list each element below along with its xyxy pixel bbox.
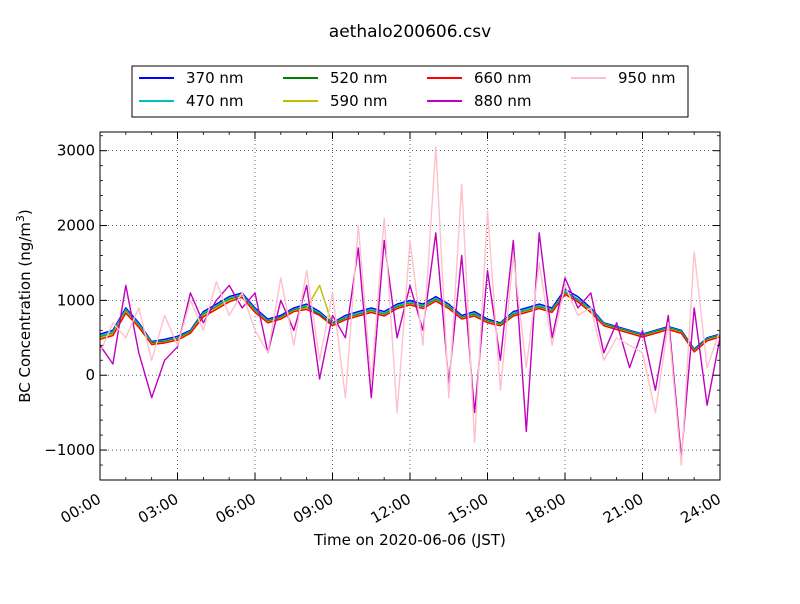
y-axis-label-superscript: 3 — [14, 215, 27, 222]
y-axis: −1000 0 1000 2000 3000 — [44, 135, 720, 481]
legend-frame — [131, 65, 689, 118]
series-line-880-nm — [99, 232, 721, 459]
x-tick-label: 03:00 — [135, 490, 181, 527]
legend-item: 520 nm — [283, 69, 388, 87]
x-tick-label: 09:00 — [290, 490, 336, 527]
legend-item: 590 nm — [283, 92, 388, 110]
x-tick-label: 18:00 — [523, 490, 569, 527]
legend-label: 470 nm — [186, 92, 244, 110]
y-tick-label: 2000 — [57, 217, 95, 235]
y-tick-label: −1000 — [44, 441, 95, 459]
y-axis-label-main: BC Concentration (ng/m — [16, 222, 34, 403]
y-tick-label: 0 — [85, 366, 95, 384]
legend-label: 880 nm — [474, 92, 532, 110]
y-axis-label: BC Concentration (ng/m3) — [14, 209, 34, 403]
x-tick-label: 21:00 — [600, 490, 646, 527]
x-tick-label: 12:00 — [368, 490, 414, 527]
legend-label: 520 nm — [330, 69, 388, 87]
chart-title: aethalo200606.csv — [329, 22, 491, 42]
series-line-590-nm — [99, 284, 721, 352]
legend: 370 nm 470 nm 520 nm 590 nm 660 nm 880 nm 950 … — [131, 65, 689, 118]
y-tick-label: 1000 — [57, 291, 95, 309]
x-tick-label: 15:00 — [445, 490, 491, 527]
legend-label: 370 nm — [186, 69, 244, 87]
series-line-470-nm — [99, 290, 721, 351]
legend-item: 660 nm — [427, 69, 532, 87]
series-line-660-nm — [99, 293, 721, 353]
legend-label: 660 nm — [474, 69, 532, 87]
legend-item: 880 nm — [427, 92, 532, 110]
legend-item: 370 nm — [139, 69, 244, 87]
legend-label: 590 nm — [330, 92, 388, 110]
y-axis-label-tail: ) — [16, 209, 34, 215]
y-tick-label: 3000 — [57, 142, 95, 160]
x-tick-label: 24:00 — [678, 490, 724, 527]
series-line-950-nm — [99, 146, 721, 466]
legend-label: 950 nm — [618, 69, 676, 87]
x-tick-label: 06:00 — [213, 490, 259, 527]
grid — [100, 132, 720, 480]
legend-item: 470 nm — [139, 92, 244, 110]
legend-item: 950 nm — [571, 69, 676, 87]
x-axis-label: Time on 2020-06-06 (JST) — [313, 531, 506, 549]
series-group — [99, 146, 721, 466]
x-tick-label: 00:00 — [58, 490, 104, 527]
